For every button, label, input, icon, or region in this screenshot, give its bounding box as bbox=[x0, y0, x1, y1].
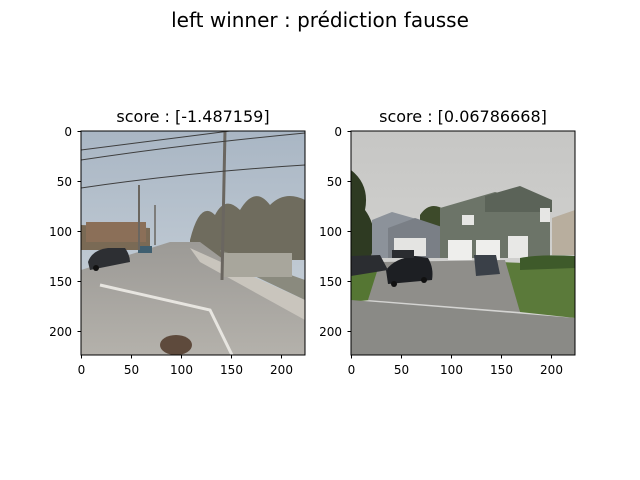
subplot-left-yaxis: 0 50 100 150 200 bbox=[49, 125, 81, 339]
x-tick-label-100: 100 bbox=[170, 363, 193, 377]
x-tick-label-0: 0 bbox=[348, 363, 356, 377]
y-tick-label-50: 50 bbox=[327, 175, 342, 189]
y-tick-label-100: 100 bbox=[49, 225, 72, 239]
x-tick-label-0: 0 bbox=[78, 363, 86, 377]
subplot-left: score : [-1.487159] bbox=[49, 107, 306, 377]
subplot-right: score : [0.06786668] bbox=[319, 107, 576, 377]
subplot-left-xaxis: 0 50 100 150 200 bbox=[78, 355, 293, 377]
y-tick-label-200: 200 bbox=[319, 325, 342, 339]
y-tick-label-200: 200 bbox=[49, 325, 72, 339]
x-tick-label-50: 50 bbox=[394, 363, 409, 377]
subplot-right-yaxis: 0 50 100 150 200 bbox=[319, 125, 351, 339]
y-tick-label-100: 100 bbox=[319, 225, 342, 239]
y-tick-label-150: 150 bbox=[49, 275, 72, 289]
x-tick-label-50: 50 bbox=[124, 363, 139, 377]
figure-title: left winner : prédiction fausse bbox=[171, 8, 469, 32]
y-tick-label-150: 150 bbox=[319, 275, 342, 289]
y-tick-label-50: 50 bbox=[57, 175, 72, 189]
x-tick-label-100: 100 bbox=[440, 363, 463, 377]
subplot-right-xaxis: 0 50 100 150 200 bbox=[348, 355, 563, 377]
y-tick-label-0: 0 bbox=[64, 125, 72, 139]
street-scene-image bbox=[81, 131, 305, 355]
y-tick-label-0: 0 bbox=[334, 125, 342, 139]
subplot-right-frame bbox=[350, 130, 576, 356]
subplot-left-title: score : [-1.487159] bbox=[116, 107, 269, 126]
x-tick-label-200: 200 bbox=[540, 363, 563, 377]
x-tick-label-200: 200 bbox=[270, 363, 293, 377]
x-tick-label-150: 150 bbox=[220, 363, 243, 377]
subplot-right-title: score : [0.06786668] bbox=[379, 107, 547, 126]
x-tick-label-150: 150 bbox=[490, 363, 513, 377]
house-scene-image bbox=[351, 131, 575, 355]
subplot-left-frame bbox=[80, 130, 306, 356]
